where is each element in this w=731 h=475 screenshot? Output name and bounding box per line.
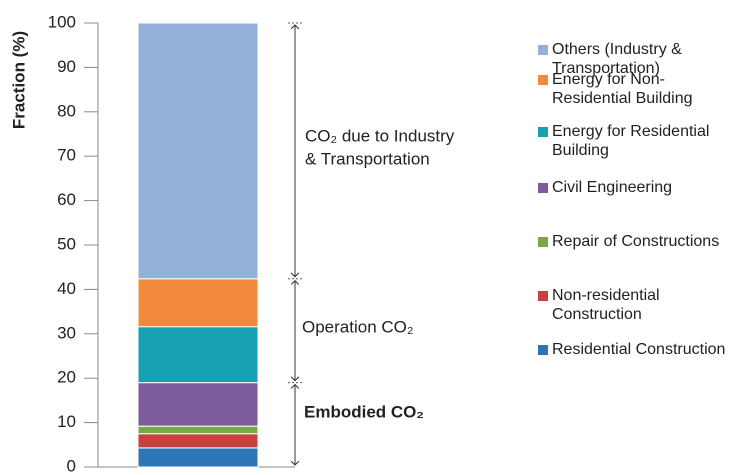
legend-swatch	[538, 75, 548, 85]
y-tick-label: 40	[57, 279, 76, 298]
y-tick-label: 90	[57, 57, 76, 76]
legend-label: Energy for Residential Building	[552, 123, 710, 159]
y-tick-label: 80	[57, 101, 76, 120]
legend-item: Energy for Non-Residential Building	[538, 70, 731, 108]
y-tick-label: 30	[57, 323, 76, 342]
bar-segment	[137, 425, 259, 435]
bar-segment	[137, 278, 259, 328]
y-tick-label: 0	[67, 456, 76, 475]
legend-label: Non-residential Construction	[552, 287, 660, 323]
y-axis-label: Fraction (%)	[9, 31, 28, 129]
y-tick-label: 20	[57, 368, 76, 387]
bar-segment	[137, 447, 259, 468]
annotation: & Transportation	[305, 149, 430, 168]
annotation: CO₂ due to Industry	[305, 126, 455, 145]
legend-item: Non-residential Construction	[538, 286, 731, 324]
bar-segment	[137, 433, 259, 449]
legend-swatch	[538, 291, 548, 301]
legend-label: Residential Construction	[552, 341, 726, 358]
legend-swatch	[538, 183, 548, 193]
legend-swatch	[538, 237, 548, 247]
legend-swatch	[538, 345, 548, 355]
legend-label: Others (Industry & Transportation)	[552, 41, 682, 77]
y-tick-label: 50	[57, 234, 76, 253]
legend-label: Repair of Constructions	[552, 233, 720, 250]
annotation: Embodied CO₂	[304, 402, 424, 421]
legend-item: Civil Engineering	[538, 178, 731, 197]
legend-item: Others (Industry & Transportation)	[538, 40, 731, 78]
legend-label: Energy for Non-Residential Building	[552, 71, 693, 107]
legend-item: Residential Construction	[538, 340, 731, 359]
y-tick-label: 70	[57, 146, 76, 165]
bar-segment	[137, 22, 259, 280]
y-tick-label: 60	[57, 190, 76, 209]
bar-segment	[137, 326, 259, 384]
annotation: Operation CO₂	[302, 317, 413, 336]
legend-label: Civil Engineering	[552, 179, 673, 196]
legend-swatch	[538, 45, 548, 55]
legend-item: Energy for Residential Building	[538, 122, 731, 160]
y-tick-label: 100	[48, 12, 76, 31]
bar-segment	[137, 382, 259, 427]
y-tick-label: 10	[57, 412, 76, 431]
legend-item: Repair of Constructions	[538, 232, 731, 251]
legend-swatch	[538, 127, 548, 137]
